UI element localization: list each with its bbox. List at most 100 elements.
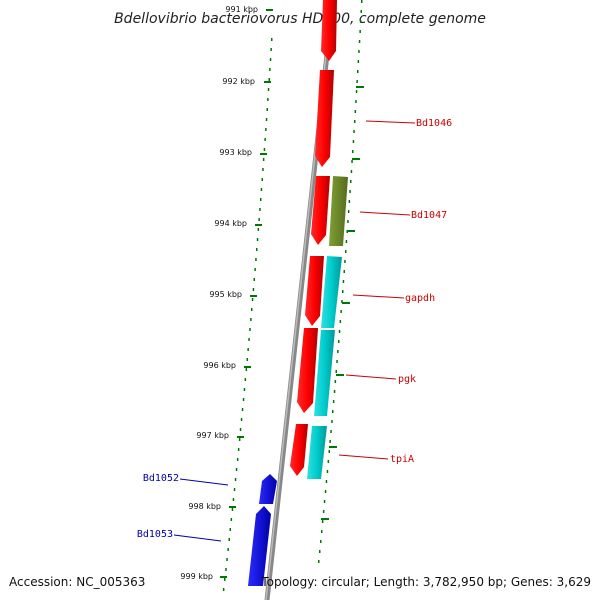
kbp-label: 995 kbp [209,290,242,299]
gene-arrow[interactable] [311,176,330,245]
gene-arrow-bd1052[interactable] [259,474,277,504]
ring-dot [353,130,355,133]
ring-dot [334,380,337,383]
ring-dot [332,410,334,413]
gene-label-pgk[interactable]: pgk [398,374,416,385]
leader-line [345,374,397,380]
leader-line [365,120,416,124]
ring-dot [247,348,249,351]
reverse-genes [248,474,277,586]
leader-line [352,294,405,299]
ring-dot [261,178,263,181]
gene-block-gapdh[interactable] [321,256,342,328]
ring-dot [248,338,250,341]
gene-block-tpia[interactable] [307,426,327,479]
ring-dot [347,210,350,213]
ring-dot [330,430,332,433]
ring-dot [260,188,263,191]
ring-dot [321,530,323,533]
ring-dot [265,128,267,131]
ring-dot [259,208,261,211]
gene-arrow[interactable] [321,0,337,61]
ring-dot [250,318,252,321]
ring-dot [324,490,327,493]
gene-label-bd1052[interactable]: Bd1052 [143,473,179,484]
ring-dot [355,100,357,103]
ring-dot [342,290,344,293]
ring-dot [350,180,352,183]
ring-dot [338,330,341,333]
ring-dot [245,368,248,371]
ring-dot [354,120,356,123]
gene-arrow-tpia[interactable] [290,424,308,476]
gene-block-bd1047[interactable] [329,176,348,246]
ring-dot [336,360,338,363]
ring-dot [262,168,264,171]
ring-dot [256,248,258,251]
kbp-label: 992 kbp [222,77,255,86]
ring-dot [341,300,343,303]
ring-dot [351,160,353,163]
gene-label-gapdh[interactable]: gapdh [405,293,435,304]
gene-label-bd1047[interactable]: Bd1047 [411,210,447,221]
ring-dot [264,138,266,141]
ring-dot [358,40,361,43]
ring-dot [251,308,253,311]
leader-line [173,534,222,542]
ring-dot [318,560,320,563]
ring-dot [225,568,227,571]
ring-dot [234,478,237,481]
gene-label-bd1053[interactable]: Bd1053 [137,529,173,540]
ring-dot [263,148,266,151]
gene-block-pgk[interactable] [314,330,335,416]
ring-dot [329,440,331,443]
ring-dot [254,268,256,271]
ring-dot [242,398,245,401]
gene-arrow-pgk[interactable] [297,328,318,413]
ring-dot [237,448,240,451]
ring-dot [240,418,243,421]
kbp-scale: 991 kbp 992 kbp 993 kbp 994 kbp 995 kbp … [180,5,273,581]
gene-label-bd1046[interactable]: Bd1046 [416,118,452,129]
ring-dot [342,280,345,283]
ring-dot [352,150,354,153]
ring-dot [269,58,272,61]
ring-dot [267,88,270,91]
ring-dot [333,390,336,393]
ring-dot [228,538,230,541]
ring-dot [340,310,342,313]
gene-annotations: Bd1046 Bd1047 gapdh pgk tpiA Bd1052 Bd10… [137,118,452,542]
ring-dot [326,470,329,473]
kbp-label: 997 kbp [196,431,229,440]
ring-dot [328,450,330,453]
ring-dot [321,520,324,523]
accession-text: Accession: NC_005363 [9,575,145,589]
ring-dot [357,60,360,63]
forward-genes [290,0,337,476]
ring-dot [241,408,244,411]
kbp-label: 993 kbp [219,148,252,157]
ring-dot [235,468,238,471]
ring-dot [229,528,231,531]
gene-arrow-gapdh[interactable] [305,256,324,326]
ring-dot [332,400,335,403]
ring-dot [349,190,351,193]
ring-dot [358,50,360,53]
ring-dot [243,388,246,391]
gene-label-tpia[interactable]: tpiA [390,454,414,465]
second-strand-genes [307,176,348,479]
gene-arrow-bd1046[interactable] [315,70,334,167]
ring-dot [270,48,272,51]
ring-dot [354,110,357,113]
ring-dot [344,260,346,263]
ring-dot [262,158,265,161]
tick-dots [222,0,363,591]
ring-dot [230,518,233,521]
ring-dot [233,488,236,491]
ring-dot [255,258,257,261]
gene-arrow-bd1053[interactable] [248,506,271,586]
ring-dot [232,498,235,501]
outer-dash-ticks [321,86,364,520]
ring-dot [239,428,242,431]
